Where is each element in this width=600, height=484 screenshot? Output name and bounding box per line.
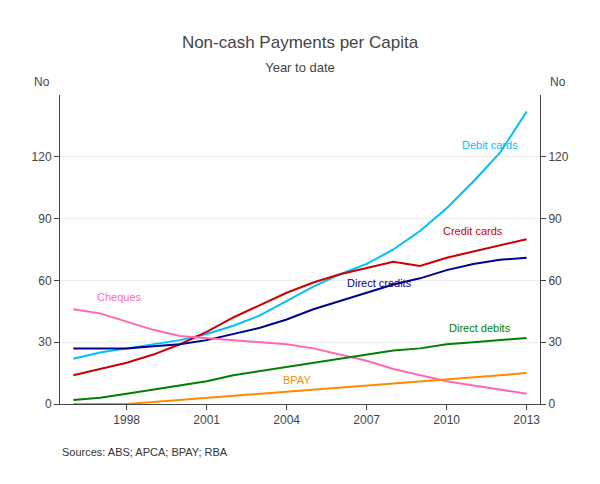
svg-text:Cheques: Cheques xyxy=(97,291,142,303)
svg-text:Sources: ABS; APCA; BPAY; RBA: Sources: ABS; APCA; BPAY; RBA xyxy=(62,446,228,458)
svg-text:Direct debits: Direct debits xyxy=(449,322,511,334)
svg-text:30: 30 xyxy=(38,335,52,349)
svg-text:No: No xyxy=(550,75,566,89)
svg-text:60: 60 xyxy=(38,274,52,288)
svg-text:0: 0 xyxy=(45,397,52,411)
svg-text:2004: 2004 xyxy=(273,413,300,427)
svg-text:No: No xyxy=(34,75,50,89)
svg-text:120: 120 xyxy=(548,150,568,164)
svg-text:BPAY: BPAY xyxy=(283,374,311,386)
svg-text:2013: 2013 xyxy=(513,413,540,427)
svg-text:Direct credits: Direct credits xyxy=(347,277,412,289)
svg-text:90: 90 xyxy=(548,212,562,226)
svg-text:60: 60 xyxy=(548,274,562,288)
svg-text:0: 0 xyxy=(548,397,555,411)
svg-text:2001: 2001 xyxy=(193,413,220,427)
svg-text:Debit cards: Debit cards xyxy=(462,139,518,151)
svg-text:30: 30 xyxy=(548,335,562,349)
svg-text:2010: 2010 xyxy=(433,413,460,427)
svg-text:Non-cash Payments per Capita: Non-cash Payments per Capita xyxy=(182,33,419,52)
svg-text:1998: 1998 xyxy=(113,413,140,427)
svg-text:2007: 2007 xyxy=(353,413,380,427)
svg-text:120: 120 xyxy=(32,150,52,164)
svg-text:Credit cards: Credit cards xyxy=(443,225,503,237)
svg-text:Year to date: Year to date xyxy=(265,60,335,75)
svg-text:90: 90 xyxy=(38,212,52,226)
